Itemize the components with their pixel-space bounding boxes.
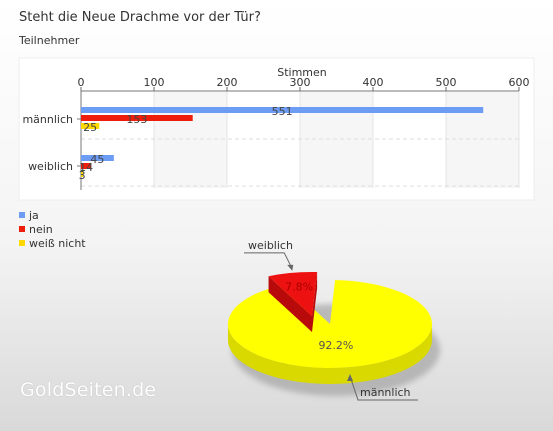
y-category-label: weiblich [28, 160, 73, 173]
legend-label-nein: nein [29, 222, 53, 236]
legend: ja nein weiß nicht [19, 208, 86, 250]
bar-value-label: 14 [79, 161, 93, 174]
legend-swatch-ja [19, 212, 25, 218]
bar-value-label: 25 [83, 121, 97, 134]
bar-value-label: 551 [272, 105, 293, 118]
legend-item-ja: ja [19, 208, 86, 222]
pie-category-label-weiblich: weiblich [248, 239, 293, 252]
legend-swatch-weiss-nicht [19, 240, 25, 246]
y-category-label: männlich [22, 113, 73, 126]
bar-value-label: 3 [79, 169, 86, 182]
bar-weiß-nicht-weiblich [81, 171, 84, 177]
grid-band [446, 92, 519, 188]
pie-slice-cut-face [268, 276, 312, 332]
grid-band [154, 92, 227, 188]
grid-band [300, 92, 373, 188]
callout-arrowhead [347, 374, 353, 381]
bar-value-label: 153 [126, 113, 147, 126]
pie-shadow [232, 304, 440, 396]
bar-nein-weiblich [81, 163, 92, 169]
x-tick-label: 0 [78, 76, 85, 89]
x-tick-label: 500 [436, 76, 457, 89]
callout-arrowhead [287, 264, 294, 271]
bar-nein-männlich [81, 115, 193, 121]
bar-weiß-nicht-männlich [81, 123, 100, 129]
bar-value-label: 45 [90, 153, 104, 166]
pie-slice-weiblich [268, 271, 318, 316]
x-tick-label: 400 [363, 76, 384, 89]
legend-item-weiss-nicht: weiß nicht [19, 236, 86, 250]
pie-value-label: 7.8% [285, 280, 313, 293]
callout-line-weiblich [244, 252, 293, 270]
chart-subtitle: Teilnehmer [19, 34, 80, 47]
pie-category-label-maennlich: männlich [360, 386, 411, 399]
chart-title: Steht die Neue Drachme vor der Tür? [19, 10, 261, 25]
bar-ja-männlich [81, 107, 484, 113]
pie-value-label: 92.2% [318, 339, 353, 352]
callout-line-maennlich [349, 375, 418, 401]
x-tick-label: 200 [217, 76, 238, 89]
bar-ja-weiblich [81, 155, 114, 161]
watermark-logo: GoldSeiten.de [20, 379, 157, 401]
legend-label-ja: ja [29, 208, 39, 222]
pie-slice-männlich [227, 280, 432, 369]
legend-item-nein: nein [19, 222, 86, 236]
bar-chart: Stimmen 0 100 200 300 400 500 600 männlich weib… [18, 57, 535, 201]
x-axis-label: Stimmen [277, 66, 327, 79]
pie-slice-side-männlich [228, 324, 432, 384]
x-tick-label: 300 [290, 76, 311, 89]
legend-swatch-nein [19, 226, 25, 232]
x-tick-label: 100 [144, 76, 165, 89]
pie-slice-cut-face [312, 272, 318, 332]
legend-label-weiss-nicht: weiß nicht [29, 236, 86, 250]
x-tick-label: 600 [509, 76, 530, 89]
